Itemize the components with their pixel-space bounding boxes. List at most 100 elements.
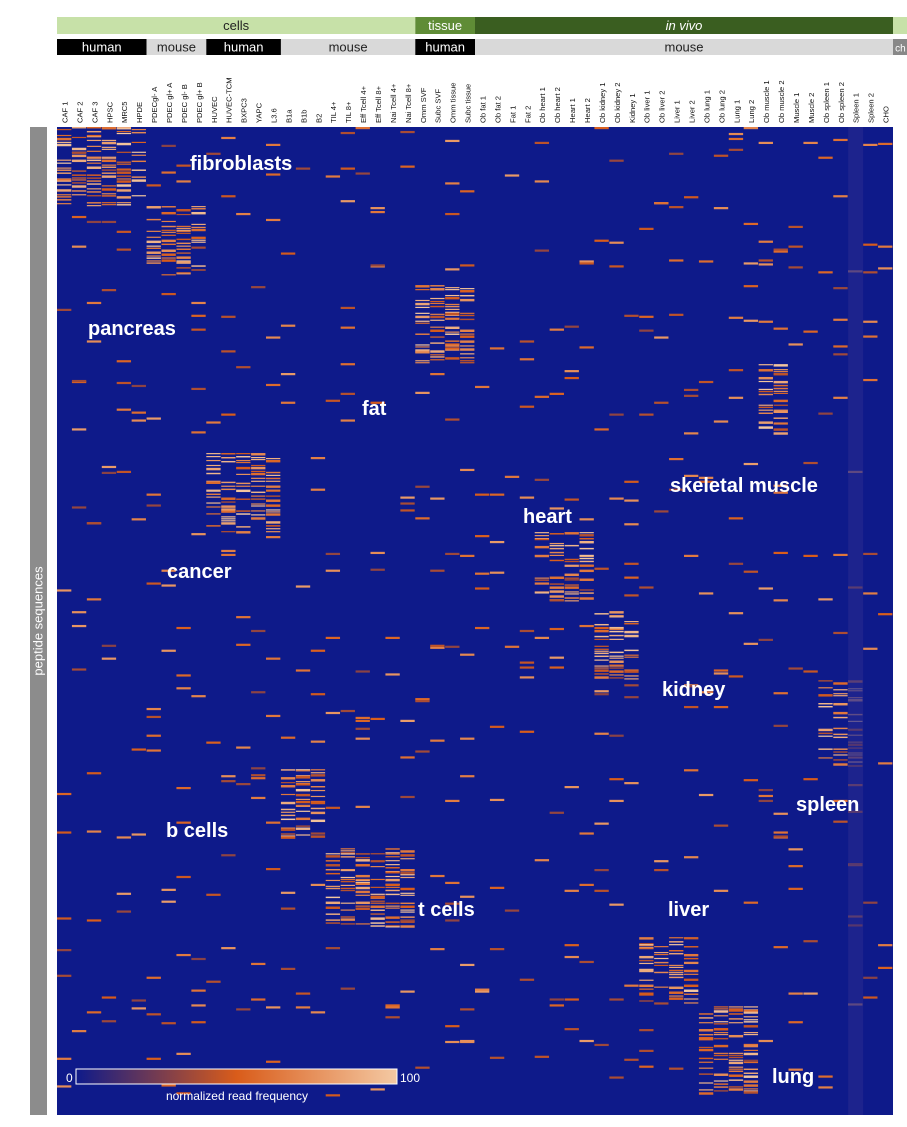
heatmap-cell (639, 969, 654, 973)
heatmap-cell (221, 485, 236, 487)
heatmap-cell (564, 325, 579, 328)
category-band (893, 17, 907, 34)
column-label: B1a (284, 109, 293, 123)
heatmap-cell (803, 992, 818, 995)
heatmap-cell (176, 209, 191, 212)
heatmap-cell (116, 360, 132, 363)
heatmap-cell (355, 879, 370, 882)
heatmap-cell (206, 472, 221, 475)
heatmap-cell (206, 152, 221, 155)
heatmap-cell (460, 348, 475, 351)
heatmap-cell (684, 196, 699, 199)
heatmap-cell (221, 553, 236, 557)
heatmap-cell (116, 171, 132, 174)
heatmap-cell (325, 887, 341, 890)
heatmap-cell (191, 314, 206, 317)
heatmap-cell (519, 629, 535, 633)
heatmap-cell (400, 509, 415, 512)
heatmap-cell (295, 810, 311, 812)
heatmap-cell (698, 480, 714, 483)
heatmap-cell (788, 266, 803, 269)
heatmap-cell (818, 694, 833, 697)
heatmap-cell (57, 172, 72, 174)
heatmap-cell (430, 646, 445, 649)
heatmap-cell (609, 651, 624, 654)
column-label: TIL 4+ (329, 101, 338, 123)
heatmap-cell (564, 560, 579, 563)
heatmap-cell (460, 775, 475, 778)
heatmap-cell (534, 554, 550, 558)
heatmap-cell (654, 860, 669, 863)
column-label: Lung 2 (747, 100, 756, 123)
heatmap-cell (803, 461, 818, 465)
heatmap-cell (743, 1068, 759, 1071)
heatmap-cell (146, 504, 161, 507)
heatmap-cell (445, 314, 460, 316)
heatmap-cell (86, 162, 102, 164)
heatmap-cell (564, 498, 579, 501)
heatmap-cell (549, 507, 564, 510)
heatmap-cell (445, 289, 460, 291)
heatmap-cell (460, 653, 475, 656)
heatmap-cell (176, 164, 191, 167)
heatmap-cell (833, 138, 848, 142)
heatmap-cell (684, 984, 699, 988)
heatmap-cell (266, 714, 281, 718)
heatmap-cell (370, 1088, 385, 1091)
heatmap-cell (266, 868, 281, 871)
heatmap-cell (684, 978, 699, 980)
heatmap-cell (684, 705, 699, 709)
column-label: L3.6 (269, 108, 278, 123)
heatmap-cell (639, 962, 654, 965)
heatmap-cell (266, 459, 281, 463)
heatmap-cell (206, 980, 221, 983)
heatmap-cell (385, 878, 400, 882)
heatmap-cell (430, 288, 445, 291)
heatmap-cell (101, 996, 117, 999)
heatmap-cell (773, 551, 788, 555)
heatmap-cell (280, 814, 296, 817)
heatmap-cell (609, 665, 624, 667)
heatmap-cell (325, 636, 341, 640)
heatmap-cell (698, 1022, 714, 1024)
heatmap-cell (609, 778, 624, 781)
heatmap-cell (698, 260, 714, 263)
heatmap-cell (355, 727, 370, 730)
heatmap-cell (400, 902, 415, 905)
heatmap-cell (758, 587, 773, 590)
heatmap-cell (385, 883, 400, 887)
heatmap-cell (415, 360, 430, 362)
heatmap-cell (310, 772, 326, 774)
heatmap-cell (713, 889, 729, 892)
heatmap-cell (833, 759, 848, 761)
heatmap-cell (340, 200, 355, 203)
heatmap-cell (191, 328, 206, 331)
cluster-label: fat (362, 398, 387, 420)
heatmap-cell (86, 598, 102, 601)
heatmap-cell (266, 489, 281, 491)
heatmap-cell (116, 142, 132, 146)
heatmap-cell (191, 989, 206, 992)
heatmap-cell (191, 265, 206, 267)
heatmap-cell (116, 175, 132, 177)
column-label: Omm tissue (449, 82, 458, 123)
heatmap-cell (340, 848, 355, 850)
heatmap-cell (609, 630, 624, 633)
heatmap-cell (684, 998, 699, 1000)
column-label: Ob liver 1 (643, 91, 652, 124)
heatmap-cell (355, 805, 370, 808)
heatmap-cell (131, 141, 146, 144)
heatmap-cell (206, 481, 221, 484)
heatmap-cell (713, 1028, 729, 1031)
heatmap-cell (161, 225, 176, 228)
heatmap-cell (445, 919, 460, 922)
cluster-label: b cells (166, 820, 228, 842)
heatmap-cell (579, 560, 594, 563)
species-label: human (82, 40, 122, 55)
heatmap-cell (489, 948, 505, 951)
heatmap-cell (57, 308, 72, 311)
heatmap-cell (251, 466, 266, 470)
heatmap-cell (639, 944, 654, 946)
heatmap-cell (445, 347, 460, 350)
